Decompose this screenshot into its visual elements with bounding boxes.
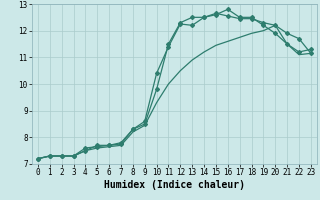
X-axis label: Humidex (Indice chaleur): Humidex (Indice chaleur) [104, 180, 245, 190]
